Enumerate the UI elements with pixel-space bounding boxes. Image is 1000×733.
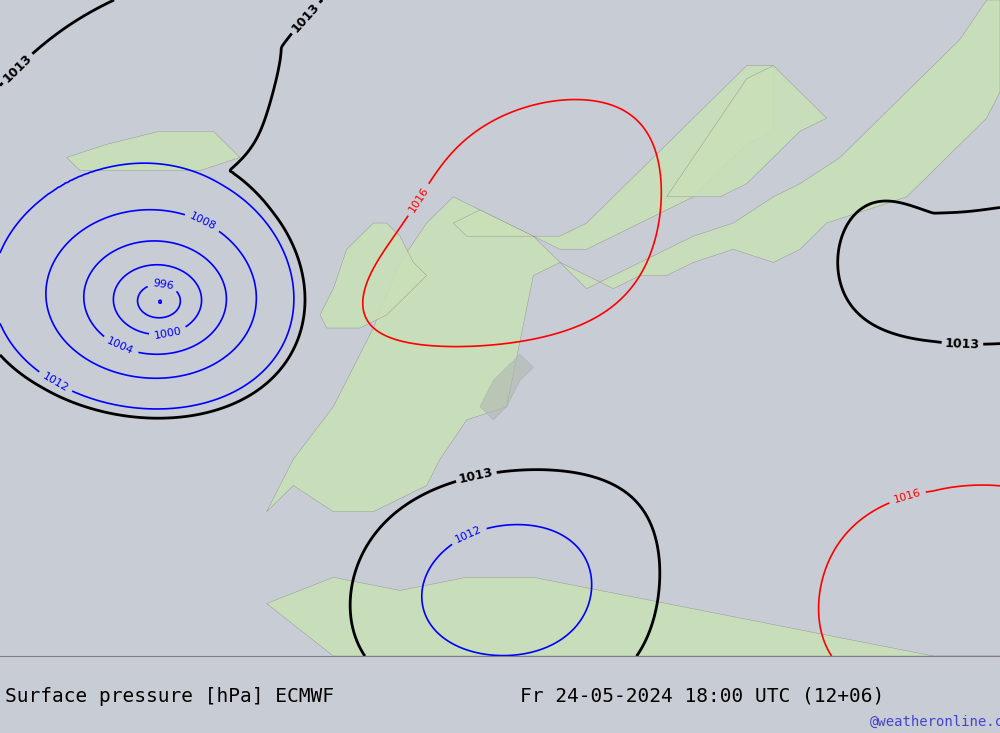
Text: Surface pressure [hPa] ECMWF: Surface pressure [hPa] ECMWF	[5, 687, 334, 706]
Text: 1008: 1008	[188, 211, 218, 232]
Text: 1013: 1013	[945, 336, 980, 351]
Text: 1012: 1012	[454, 525, 484, 545]
Polygon shape	[480, 354, 533, 420]
Text: 1013: 1013	[0, 51, 34, 85]
Polygon shape	[453, 66, 773, 249]
Text: 1004: 1004	[105, 336, 135, 357]
Polygon shape	[320, 223, 427, 328]
Polygon shape	[267, 578, 1000, 656]
Text: 1016: 1016	[892, 487, 922, 505]
Text: @weatheronline.co.uk: @weatheronline.co.uk	[870, 715, 1000, 729]
Polygon shape	[667, 66, 827, 197]
Polygon shape	[267, 0, 1000, 512]
Text: 1013: 1013	[289, 0, 322, 35]
Text: 996: 996	[152, 278, 174, 291]
Text: 1000: 1000	[153, 326, 183, 341]
Text: 1013: 1013	[458, 466, 495, 486]
Text: 1012: 1012	[40, 371, 70, 394]
Polygon shape	[67, 131, 240, 171]
Text: 1016: 1016	[407, 185, 430, 214]
Text: Fr 24-05-2024 18:00 UTC (12+06): Fr 24-05-2024 18:00 UTC (12+06)	[520, 687, 884, 706]
